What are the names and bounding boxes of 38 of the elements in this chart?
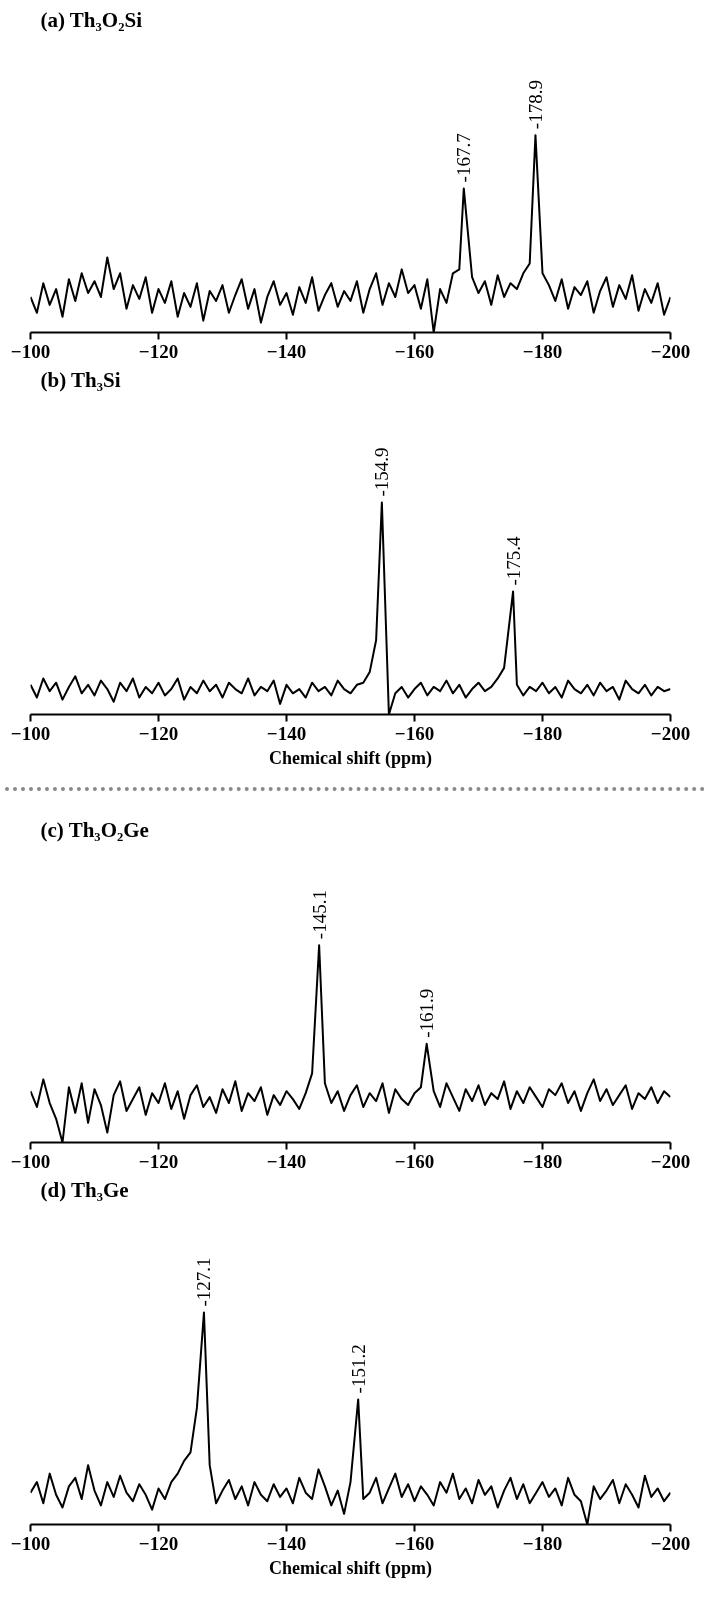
x-tick-label: −100: [10, 722, 51, 744]
x-tick-label: −120: [138, 1532, 179, 1554]
x-tick-label: −180: [522, 1532, 563, 1554]
chart-title: (d) Th₃Ge: [40, 1177, 129, 1202]
x-tick-label: −120: [138, 340, 179, 362]
x-tick-label: −140: [266, 1150, 307, 1172]
x-tick-label: −100: [10, 1532, 51, 1554]
x-tick-label: −160: [394, 340, 435, 362]
x-axis-title: Chemical shift (ppm): [269, 1557, 432, 1579]
x-tick-label: −200: [650, 1150, 691, 1172]
annotation: -154.9: [371, 447, 393, 497]
x-tick-label: −160: [394, 1150, 435, 1172]
annotation: -175.4: [502, 535, 524, 586]
annotation: -161.9: [416, 988, 438, 1038]
x-tick-label: −120: [138, 722, 179, 744]
annotation: -145.1: [308, 890, 330, 940]
x-tick-label: −180: [522, 722, 563, 744]
x-tick-label: −160: [394, 722, 435, 744]
chart-title: (a) Th₃O₂Si: [40, 7, 143, 32]
x-tick-label: −100: [10, 1150, 51, 1172]
x-tick-label: −100: [10, 340, 51, 362]
x-tick-label: −160: [394, 1532, 435, 1554]
x-axis-title: Chemical shift (ppm): [269, 747, 432, 769]
x-tick-label: −140: [266, 340, 307, 362]
chart-title: (c) Th₃O₂Ge: [40, 817, 149, 842]
x-tick-label: −200: [650, 1532, 691, 1554]
x-tick-label: −120: [138, 1150, 179, 1172]
chart-title: (b) Th₃Si: [40, 367, 121, 392]
annotation: -167.7: [453, 133, 475, 183]
x-tick-label: −180: [522, 1150, 563, 1172]
annotation: -127.1: [193, 1257, 215, 1307]
x-tick-label: −200: [650, 722, 691, 744]
x-tick-label: −200: [650, 340, 691, 362]
x-tick-label: −180: [522, 340, 563, 362]
x-tick-label: −140: [266, 1532, 307, 1554]
annotation: -151.2: [347, 1344, 369, 1394]
x-tick-label: −140: [266, 722, 307, 744]
annotation: -178.9: [524, 80, 546, 130]
